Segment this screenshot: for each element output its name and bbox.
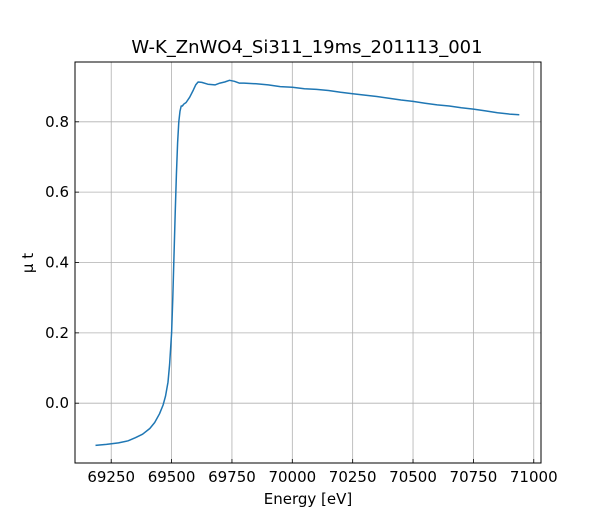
series-line-0	[95, 79, 520, 447]
y-tick-label: 0.2	[45, 324, 69, 342]
x-tick-label: 69500	[148, 468, 196, 486]
x-tick-label: 70750	[450, 468, 498, 486]
y-tick-label: 0.6	[45, 183, 69, 201]
grid	[75, 62, 541, 463]
x-tick-label: 69250	[87, 468, 135, 486]
plot-area	[95, 79, 520, 447]
x-tick-label: 70250	[329, 468, 377, 486]
x-tick-label: 70000	[268, 468, 316, 486]
axis-ticks: 69250 69500 69750 70000 70250 70500 70750 71000…	[45, 113, 557, 486]
x-axis-label: Energy [eV]	[264, 490, 352, 508]
y-tick-label: 0.0	[45, 394, 69, 412]
y-tick-label: 0.4	[45, 254, 69, 272]
x-tick-label: 71000	[510, 468, 558, 486]
chart-title: W-K_ZnWO4_Si311_19ms_201113_001	[131, 37, 482, 58]
x-tick-label: 70500	[389, 468, 437, 486]
y-tick-label: 0.8	[45, 113, 69, 131]
x-tick-label: 69750	[208, 468, 256, 486]
y-axis-label: μ t	[19, 253, 37, 273]
